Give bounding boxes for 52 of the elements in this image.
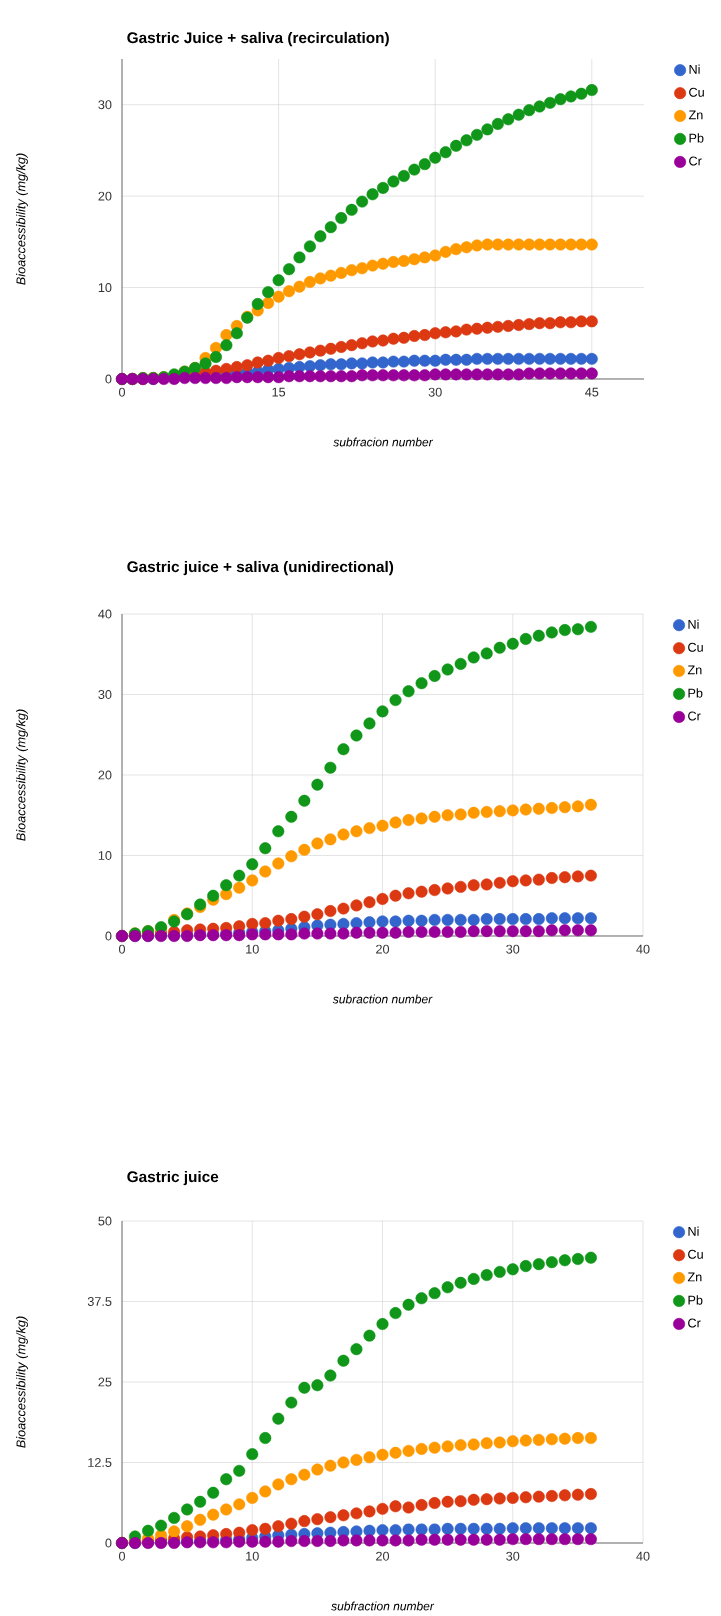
chart-title: Gastric juice (127, 1170, 219, 1186)
legend-label: Cu (688, 642, 703, 652)
y-tick-label: 50 (98, 1216, 112, 1226)
y-tick-label: 20 (98, 770, 112, 780)
x-tick-label: 20 (376, 1551, 390, 1561)
y-axis-title: Bioaccessibility (mg/kg) (16, 1316, 28, 1448)
x-tick-label: 20 (376, 944, 390, 954)
legend-label: Cr (688, 1318, 701, 1328)
legend-label: Ni (689, 64, 700, 74)
legend-label: Zn (687, 665, 702, 675)
y-tick-label: 12.5 (88, 1458, 112, 1467)
legend-label: Zn (687, 1272, 702, 1282)
legend-label: Pb (689, 133, 704, 143)
x-tick-label: 0 (118, 944, 126, 954)
chart-title: Gastric Juice + saliva (recirculation) (127, 31, 389, 47)
y-tick-label: 25 (98, 1377, 112, 1387)
y-tick-label: 0 (105, 374, 112, 384)
legend-label: Ni (688, 1226, 699, 1236)
x-tick-label: 40 (636, 1551, 650, 1561)
y-tick-label: 37.5 (87, 1297, 112, 1306)
y-tick-label: 30 (98, 690, 112, 699)
y-tick-label: 0 (105, 931, 112, 941)
y-axis-title: Bioaccessibility (mg/kg) (16, 709, 28, 841)
y-tick-label: 10 (98, 851, 112, 860)
y-axis-title: Bioaccessibility (mg/kg) (16, 153, 28, 285)
x-axis-title: subfracion number (333, 437, 434, 447)
legend-label: Ni (688, 619, 699, 629)
x-tick-label: 10 (246, 1551, 259, 1561)
x-tick-label: 45 (585, 387, 599, 397)
x-axis-title: subraction number (332, 994, 433, 1004)
legend-label: Cu (689, 87, 704, 97)
legend-label: Pb (688, 1295, 703, 1305)
y-tick-label: 20 (98, 191, 112, 201)
x-tick-label: 30 (428, 387, 442, 397)
x-tick-label: 15 (272, 387, 286, 397)
legend-label: Cr (688, 711, 701, 721)
x-tick-label: 40 (636, 944, 650, 954)
chart-title: Gastric juice + saliva (unidirectional) (127, 560, 394, 576)
y-tick-label: 30 (98, 100, 112, 110)
x-tick-label: 0 (118, 1551, 126, 1561)
legend-label: Pb (688, 688, 703, 698)
x-axis-title: subfraction number (331, 1601, 435, 1611)
x-tick-label: 0 (118, 387, 126, 397)
legend-label: Zn (688, 110, 703, 120)
x-tick-label: 30 (506, 944, 520, 954)
y-tick-label: 10 (98, 283, 112, 293)
x-tick-label: 10 (246, 944, 259, 954)
legend-label: Cu (688, 1249, 703, 1259)
y-tick-label: 0 (105, 1538, 112, 1548)
legend-label: Cr (689, 156, 702, 166)
y-tick-label: 40 (98, 609, 112, 619)
x-tick-label: 30 (506, 1551, 520, 1561)
